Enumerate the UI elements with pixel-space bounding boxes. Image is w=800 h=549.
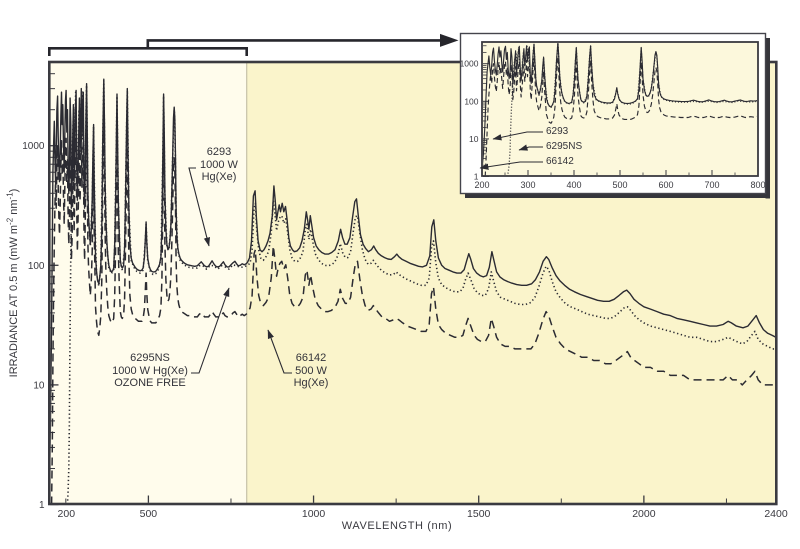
inset-series-66142-curve xyxy=(484,56,757,176)
inset-label-6295ns: 6295NS xyxy=(546,141,583,152)
annotation-lamp-6295ns: 6295NS 1000 W Hg(Xe) OZONE FREE xyxy=(104,352,196,390)
inset-series-6295NS-curve xyxy=(506,43,757,176)
inset-x-tick-label: 400 xyxy=(566,180,581,190)
inset-leader-arrow-66142 xyxy=(479,161,543,170)
inset-plot-bg xyxy=(482,42,758,176)
leader-arrow-6295ns xyxy=(191,287,230,374)
inset-x-tick-label: 600 xyxy=(658,180,673,190)
inset-panel: 1 10 100 1000 200 300 400 500 600 700 800 xyxy=(460,32,770,199)
inset-y-tick-label: 1 xyxy=(474,172,479,182)
inset-x-tick-label: 700 xyxy=(704,180,719,190)
inset-tick-labels: 1 10 100 1000 200 300 400 500 600 700 800 xyxy=(460,59,766,190)
inset-x-tick-label: 300 xyxy=(520,180,535,190)
annotation-line: 6295NS xyxy=(130,352,170,364)
annotation-line: 66142 xyxy=(295,352,327,364)
annotation-line: Hg(Xe) xyxy=(293,377,329,390)
y-axis-title: IRRADIANCE AT 0.5 m (mW m-2 nm-1) xyxy=(6,189,21,378)
annotation-lamp-66142: 66142 500 W Hg(Xe) xyxy=(282,352,340,390)
zoom-arrowhead-icon xyxy=(440,33,459,47)
y-tick-label: 100 xyxy=(28,261,45,272)
inset-x-tick-label: 200 xyxy=(474,180,489,190)
annotation-line: 1000 W xyxy=(200,158,238,171)
zoom-region-bracket xyxy=(48,47,248,56)
inset-leader-arrow-6295ns xyxy=(518,144,543,151)
x-tick-label: 2000 xyxy=(632,508,656,520)
inset-y-tick-label: 10 xyxy=(469,134,479,144)
inset-shadow-right xyxy=(765,38,770,199)
inset-series-group xyxy=(483,43,757,176)
x-tick-label: 1500 xyxy=(467,508,491,520)
zoom-region-indicator xyxy=(48,33,459,56)
annotation-line: Hg(Xe) xyxy=(201,171,237,184)
series-66142-curve xyxy=(50,123,776,504)
y-tick-label: 1 xyxy=(39,500,45,511)
main-plot-frame xyxy=(47,60,778,506)
y-tick-label: 1000 xyxy=(22,141,45,152)
inset-label-66142: 66142 xyxy=(546,156,574,167)
annotation-line: OZONE FREE xyxy=(114,377,186,390)
inset-plot-frame xyxy=(481,41,759,177)
inset-y-tick-label: 100 xyxy=(464,96,478,106)
x-tick-label: 1000 xyxy=(302,508,326,520)
annotation-lamp-6293: 6293 1000 W Hg(Xe) xyxy=(188,146,250,184)
inset-shadow-bottom xyxy=(465,193,770,198)
annotation-line: 6293 xyxy=(206,146,232,158)
inset-x-tick-label: 800 xyxy=(750,180,765,190)
inset-label-6293: 6293 xyxy=(546,126,569,137)
inset-leader-arrow-6293 xyxy=(492,131,543,141)
x-tick-label: 500 xyxy=(140,508,158,520)
inset-x-tick-label: 500 xyxy=(612,180,627,190)
leader-arrow-66142 xyxy=(267,329,292,374)
annotation-line: 1000 W Hg(Xe) xyxy=(112,364,188,377)
x-tick-label: 200 xyxy=(58,508,76,520)
zoom-arrow-shaft xyxy=(146,39,441,49)
x-tick-label: 2400 xyxy=(764,508,788,520)
inset-y-tick-label: 1000 xyxy=(460,59,479,69)
y-tick-label: 10 xyxy=(33,380,45,391)
main-series-group xyxy=(50,78,776,504)
leader-arrow-6293 xyxy=(188,167,210,247)
x-axis-title: WAVELENGTH (nm) xyxy=(342,520,452,532)
annotation-line: 500 W xyxy=(295,364,327,377)
